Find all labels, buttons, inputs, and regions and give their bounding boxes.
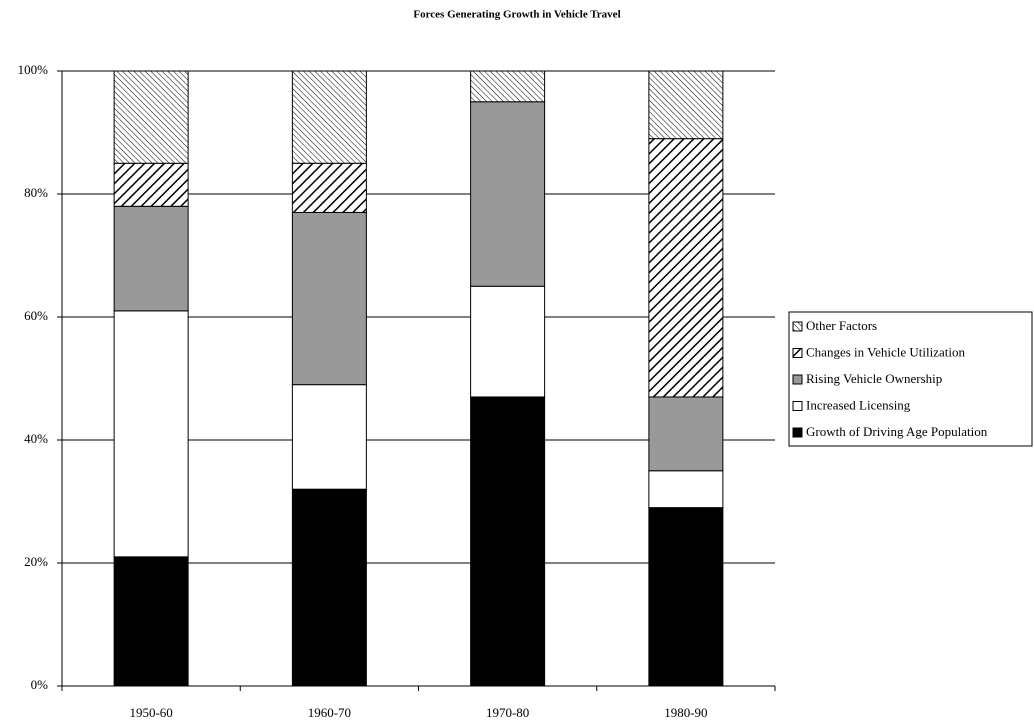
bar-segment bbox=[648, 70, 724, 140]
y-tick-label: 0% bbox=[31, 677, 49, 692]
bar-segment bbox=[291, 384, 367, 490]
chart-title: Forces Generating Growth in Vehicle Trav… bbox=[413, 9, 620, 21]
legend-box bbox=[788, 311, 1033, 447]
bar-segment bbox=[648, 470, 724, 509]
legend-swatch bbox=[792, 401, 803, 411]
bar-segment bbox=[648, 507, 724, 687]
bar-segment bbox=[113, 70, 189, 164]
legend-label: Changes in Vehicle Utilization bbox=[806, 344, 965, 359]
legend-swatch bbox=[792, 321, 803, 332]
x-tick-label: 1960-70 bbox=[308, 705, 351, 720]
bar-segment bbox=[113, 556, 189, 687]
legend-label: Rising Vehicle Ownership bbox=[806, 371, 942, 386]
x-tick-label: 1980-90 bbox=[664, 705, 707, 720]
bar-segment bbox=[291, 70, 367, 164]
y-tick-label: 40% bbox=[24, 431, 48, 446]
bar-segment bbox=[648, 138, 724, 398]
y-tick-label: 100% bbox=[18, 62, 49, 77]
bar-segment bbox=[291, 211, 367, 386]
legend-swatch bbox=[792, 348, 803, 358]
bar-segment bbox=[113, 205, 189, 312]
bar-segment bbox=[470, 285, 546, 398]
y-tick-label: 60% bbox=[24, 308, 48, 323]
legend-label: Increased Licensing bbox=[806, 397, 911, 412]
legend-swatch bbox=[792, 374, 803, 385]
bar-segment bbox=[291, 488, 367, 687]
legend-label: Other Factors bbox=[806, 318, 877, 333]
bar-segment bbox=[470, 396, 546, 687]
bar-segment bbox=[113, 310, 189, 558]
y-tick-label: 20% bbox=[24, 554, 48, 569]
bar-segment bbox=[648, 396, 724, 472]
bar-segment bbox=[291, 162, 367, 213]
x-tick-label: 1970-80 bbox=[486, 705, 529, 720]
bar-segment bbox=[113, 162, 189, 207]
bar-segment bbox=[470, 70, 546, 103]
bar-segment bbox=[470, 101, 546, 287]
x-tick-label: 1950-60 bbox=[129, 705, 172, 720]
legend-swatch bbox=[792, 427, 803, 438]
legend-label: Growth of Driving Age Population bbox=[806, 424, 988, 439]
y-tick-label: 80% bbox=[24, 185, 48, 200]
